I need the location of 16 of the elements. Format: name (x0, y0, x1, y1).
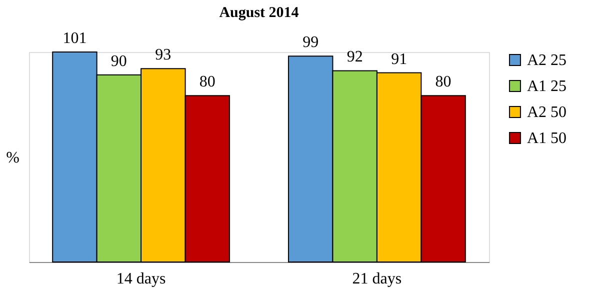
x-tick-label: 21 days (352, 270, 402, 288)
legend-label: A1 50 (527, 130, 567, 147)
chart-title: August 2014 (219, 5, 300, 21)
data-label: 92 (346, 48, 363, 66)
x-tick-label: 14 days (116, 270, 166, 288)
legend-label: A1 25 (527, 78, 567, 95)
data-label: 80 (435, 74, 452, 91)
data-label: 93 (155, 46, 172, 64)
data-label: 91 (391, 50, 408, 68)
data-label: 90 (110, 52, 127, 70)
data-label: 80 (199, 74, 216, 91)
y-axis-title: % (6, 150, 20, 166)
legend-label: A2 50 (527, 104, 567, 121)
legend-label: A2 25 (527, 52, 567, 69)
data-label: 99 (302, 34, 319, 52)
data-label: 101 (62, 30, 87, 47)
